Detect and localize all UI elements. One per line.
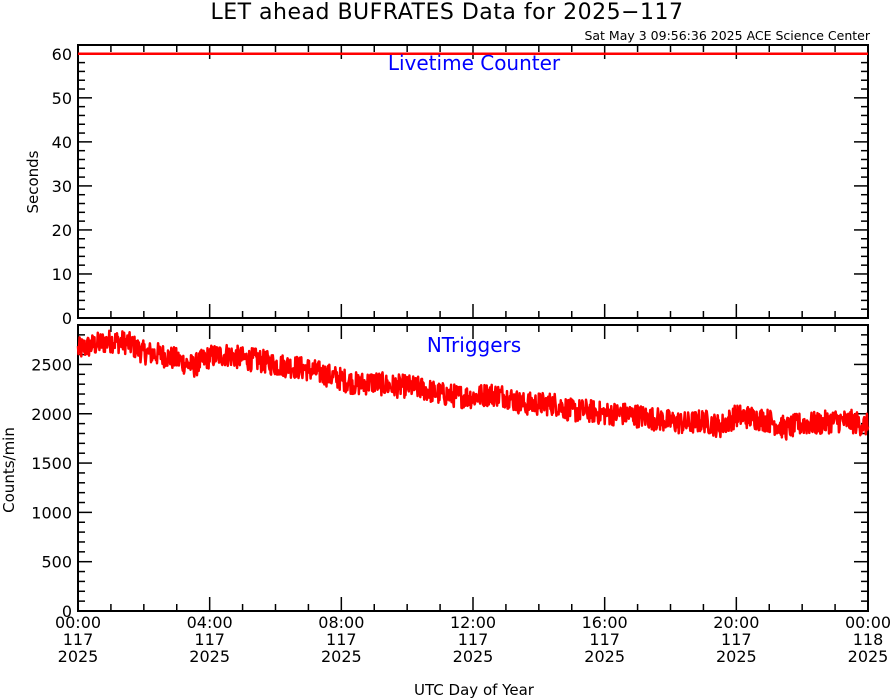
x-tick-label: 2025	[58, 647, 99, 666]
x-tick-label: 08:00	[318, 613, 364, 632]
x-tick-label: 2025	[189, 647, 230, 666]
livetime-y-tick-label: 0	[62, 309, 72, 328]
ntriggers-y-tick-label: 1500	[31, 454, 72, 473]
ntriggers-y-tick-label: 0	[62, 602, 72, 621]
x-axis-label: UTC Day of Year	[414, 681, 535, 699]
generation-timestamp: Sat May 3 09:56:36 2025 ACE Science Cent…	[584, 28, 870, 43]
livetime-panel-label: Livetime Counter	[388, 51, 561, 75]
livetime-y-tick-label: 10	[52, 265, 72, 284]
x-tick-label: 2025	[716, 647, 757, 666]
ntriggers-series-line	[76, 329, 870, 441]
x-tick-label: 117	[326, 630, 357, 649]
x-tick-label: 2025	[321, 647, 362, 666]
x-tick-label: 12:00	[450, 613, 496, 632]
ntriggers-y-axis-label: Counts/min	[0, 427, 18, 513]
chart-title: LET ahead BUFRATES Data for 2025−117	[210, 0, 684, 25]
livetime-y-tick-label: 50	[52, 89, 72, 108]
livetime-panel: 0 10 20 30 40 50 60 Livetime Counter Seconds	[24, 44, 869, 328]
ntriggers-y-tick-label: 2000	[31, 405, 72, 424]
x-tick-label: 2025	[848, 647, 889, 666]
x-tick-label: 117	[458, 630, 489, 649]
x-tick-label: 117	[194, 630, 225, 649]
x-tick-label: 2025	[584, 647, 625, 666]
livetime-y-tick-label: 20	[52, 221, 72, 240]
livetime-y-tick-label: 40	[52, 133, 72, 152]
x-tick-label: 117	[589, 630, 620, 649]
x-tick-label: 16:00	[582, 613, 628, 632]
x-tick-label: 117	[63, 630, 94, 649]
livetime-y-axis-label: Seconds	[24, 150, 42, 213]
x-tick-label: 118	[853, 630, 884, 649]
livetime-plot-frame	[77, 44, 869, 319]
x-tick-label: 2025	[453, 647, 494, 666]
livetime-y-tick-label: 30	[52, 177, 72, 196]
ntriggers-y-tick-label: 2500	[31, 355, 72, 374]
ntriggers-panel: 0 500 1000 1500 2000 2500 NTriggers Counts/mi…	[0, 324, 870, 621]
x-tick-label: 00:00	[55, 613, 101, 632]
x-tick-label: 00:00	[845, 613, 891, 632]
ntriggers-y-tick-label: 500	[41, 553, 72, 572]
x-tick-label: 04:00	[187, 613, 233, 632]
livetime-y-tick-label: 60	[52, 45, 72, 64]
ntriggers-panel-label: NTriggers	[427, 333, 521, 357]
x-tick-label: 117	[721, 630, 752, 649]
ntriggers-y-tick-label: 1000	[31, 503, 72, 522]
x-tick-label: 20:00	[713, 613, 759, 632]
